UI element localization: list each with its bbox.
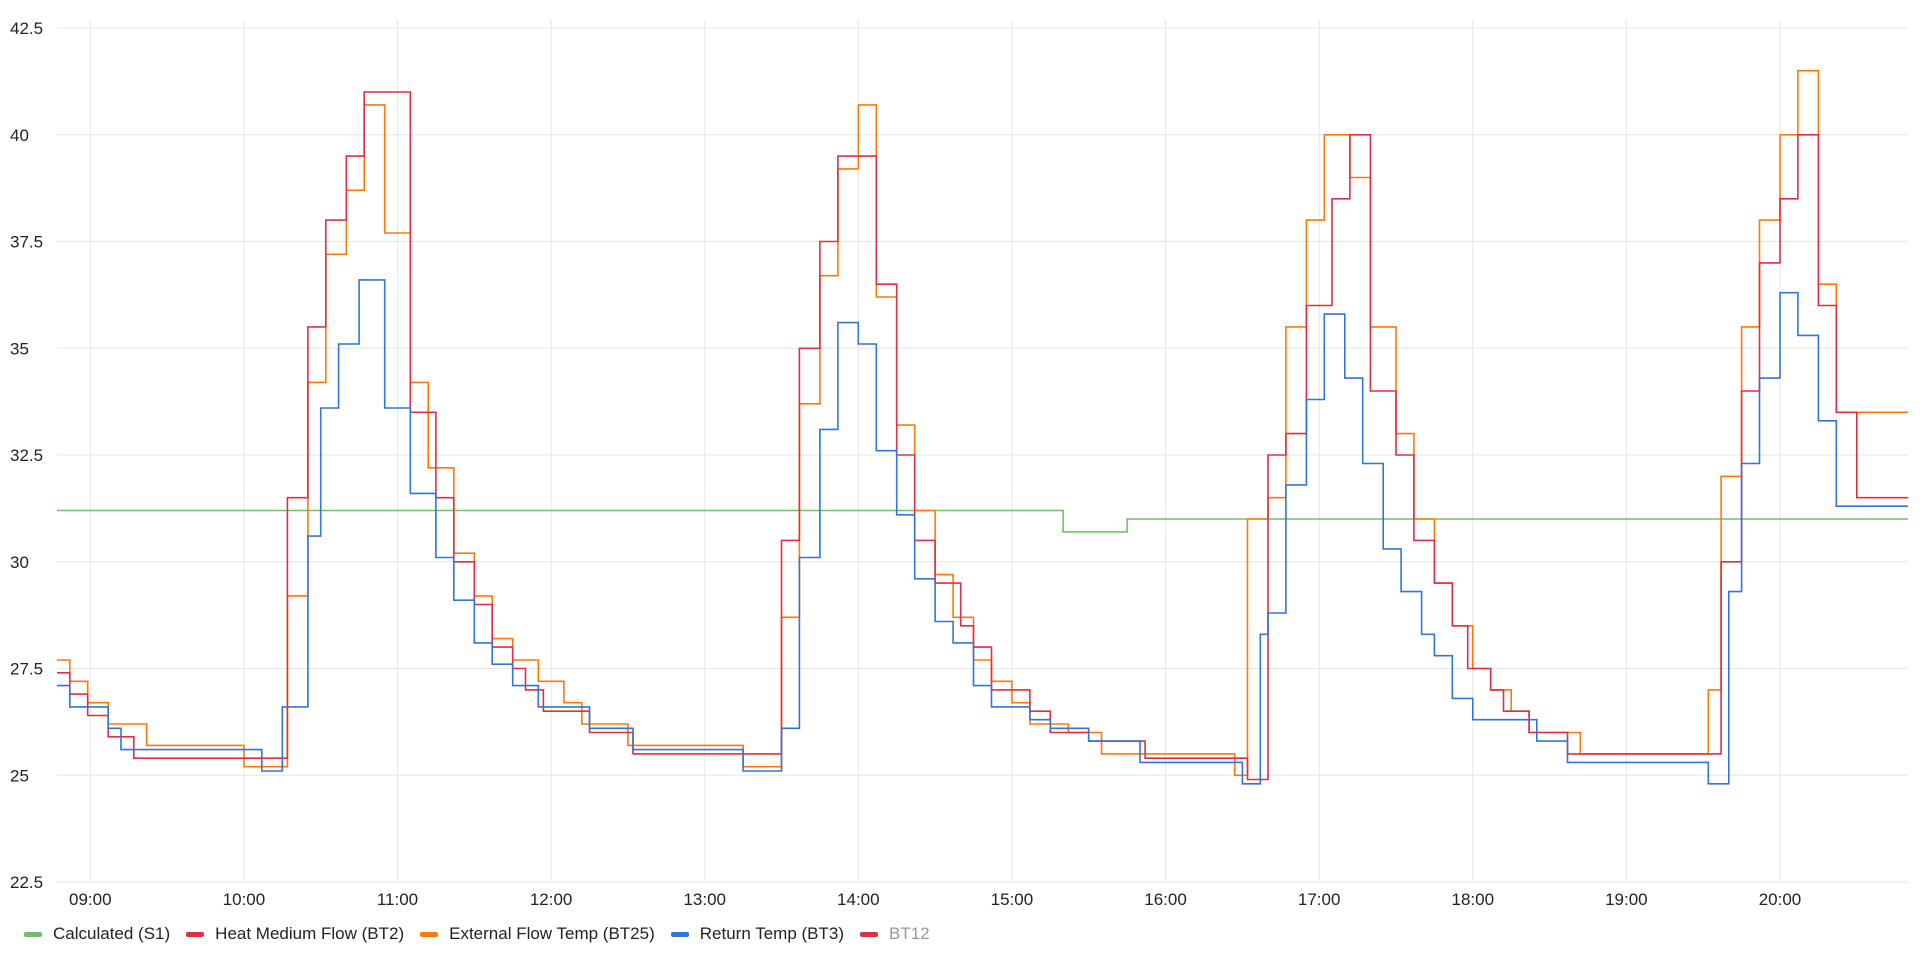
legend: Calculated (S1) Heat Medium Flow (BT2) Ext… (24, 922, 946, 946)
legend-item[interactable]: Return Temp (BT3) (670, 924, 844, 944)
legend-label: Return Temp (BT3) (699, 924, 844, 943)
legend-label: Heat Medium Flow (BT2) (215, 924, 405, 943)
y-tick-label: 42.5 (10, 19, 43, 38)
x-tick-label: 15:00 (991, 890, 1034, 909)
y-tick-label: 25 (10, 766, 29, 785)
x-tick-label: 18:00 (1451, 890, 1494, 909)
series-line-2[interactable] (57, 69, 1908, 777)
legend-swatch (670, 931, 689, 937)
x-tick-label: 11:00 (377, 890, 418, 909)
x-tick-label: 13:00 (683, 890, 726, 909)
legend-item[interactable]: Heat Medium Flow (BT2) (186, 924, 404, 944)
y-tick-label: 32.5 (10, 446, 43, 465)
y-gridlines (57, 27, 1908, 883)
y-tick-label: 27.5 (10, 660, 43, 679)
legend-swatch (420, 931, 439, 937)
x-tick-label: 12:00 (530, 890, 573, 909)
x-tick-label: 09:00 (69, 890, 112, 909)
x-tick-label: 19:00 (1605, 890, 1648, 909)
y-tick-label: 22.5 (10, 873, 43, 892)
legend-label: Calculated (S1) (53, 924, 171, 943)
legend-swatch (24, 931, 42, 937)
legend-item[interactable]: BT12 (860, 924, 930, 944)
y-tick-label: 37.5 (10, 233, 43, 252)
x-axis-ticks: 09:00 10:00 11:00 12:00 13:00 14:00 15:00 16:00… (69, 890, 1801, 909)
legend-label: External Flow Temp (BT25) (449, 924, 655, 943)
series-line-0[interactable] (57, 509, 1908, 533)
legend-item[interactable]: External Flow Temp (BT25) (420, 924, 655, 944)
series-line-1[interactable] (57, 91, 1908, 781)
x-tick-label: 16:00 (1144, 890, 1187, 909)
legend-label: BT12 (889, 924, 930, 943)
x-gridlines (89, 20, 1781, 882)
x-tick-label: 17:00 (1298, 890, 1341, 909)
legend-swatch (186, 931, 205, 937)
y-tick-label: 30 (10, 553, 29, 572)
y-tick-label: 35 (10, 339, 29, 358)
legend-swatch (860, 931, 878, 937)
x-tick-label: 20:00 (1759, 890, 1802, 909)
series-layer (57, 69, 1908, 785)
y-tick-label: 40 (10, 126, 29, 145)
y-axis-ticks: 22.5 25 27.5 30 32.5 35 37.5 40 42.5 (10, 19, 43, 892)
x-tick-label: 14:00 (837, 890, 880, 909)
series-line-3[interactable] (57, 279, 1908, 785)
legend-item[interactable]: Calculated (S1) (24, 924, 170, 944)
x-tick-label: 10:00 (223, 890, 266, 909)
